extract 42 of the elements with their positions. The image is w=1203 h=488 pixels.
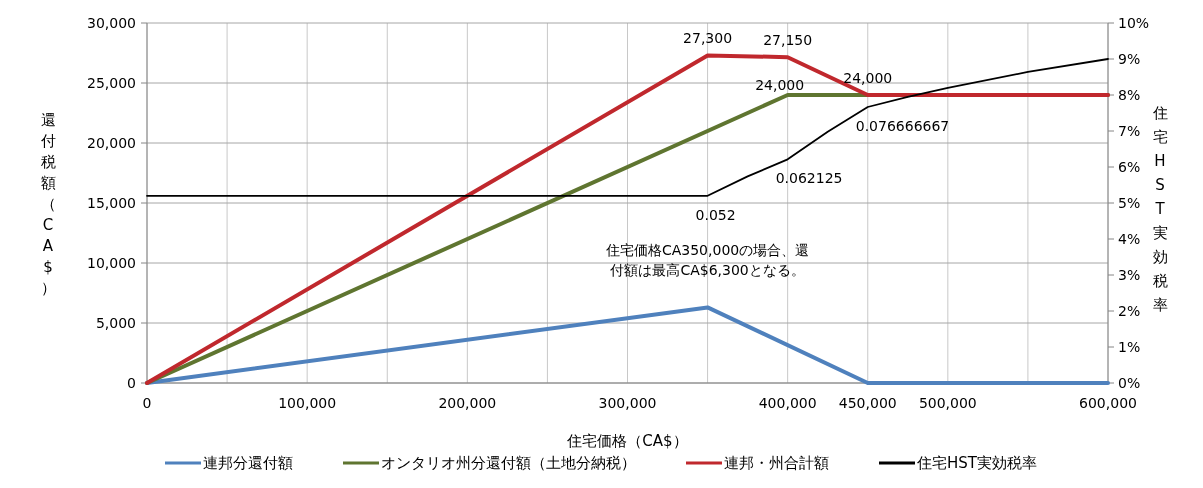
data-label: 24,000 (755, 77, 805, 93)
x-tick-label: 200,000 (438, 395, 497, 411)
x-tick-label: 400,000 (758, 395, 817, 411)
data-label: 24,000 (843, 70, 893, 86)
y-tick-label: 0 (127, 375, 136, 391)
y2-tick-label: 8% (1118, 87, 1141, 103)
x-tick-label: 0 (142, 395, 152, 411)
legend-label: 連邦分還付額 (203, 454, 293, 472)
y-tick-label: 10,000 (87, 255, 136, 271)
y2-tick-label: 6% (1118, 159, 1141, 175)
legend-label: 連邦・州合計額 (724, 454, 829, 472)
y2-tick-label: 0% (1118, 375, 1141, 391)
y2-tick-label: 1% (1118, 339, 1141, 355)
x-tick-label: 450,000 (838, 395, 897, 411)
y2-tick-label: 4% (1118, 231, 1141, 247)
y-tick-label: 15,000 (87, 195, 136, 211)
annotation: 住宅価格CA350,000の場合、還付額は最高CA$6,300となる。 (604, 242, 810, 279)
y-tick-label: 5,000 (95, 315, 136, 331)
y2-tick-label: 10% (1118, 15, 1150, 31)
y-tick-label: 30,000 (87, 15, 136, 31)
x-tick-label: 300,000 (598, 395, 657, 411)
line-series (146, 58, 1109, 197)
y2-tick-label: 7% (1118, 123, 1141, 139)
x-axis-title: 住宅価格（CA$） (566, 432, 688, 450)
y2-tick-label: 3% (1118, 267, 1141, 283)
x-tick-label: 100,000 (278, 395, 337, 411)
y-tick-label: 20,000 (87, 135, 136, 151)
y-tick-label: 25,000 (87, 75, 136, 91)
legend-label: 住宅HST実効税率 (916, 454, 1037, 472)
text: 住宅HST実効税率 (1152, 104, 1168, 314)
x-tick-label: 500,000 (918, 395, 977, 411)
text: 還付税額（CA$） (40, 111, 56, 297)
data-label: 27,300 (683, 30, 733, 47)
y2-tick-label: 9% (1118, 51, 1141, 67)
data-label: 0.076666667 (855, 118, 950, 134)
legend-label: オンタリオ州分還付額（土地分納税） (381, 454, 636, 472)
data-label: 0.062125 (775, 170, 843, 187)
data-label: 0.052 (695, 206, 736, 223)
x-tick-label: 600,000 (1079, 395, 1137, 411)
y2-tick-label: 2% (1118, 303, 1141, 319)
data-label: 27,150 (763, 32, 813, 49)
y2-tick-label: 5% (1118, 195, 1141, 211)
